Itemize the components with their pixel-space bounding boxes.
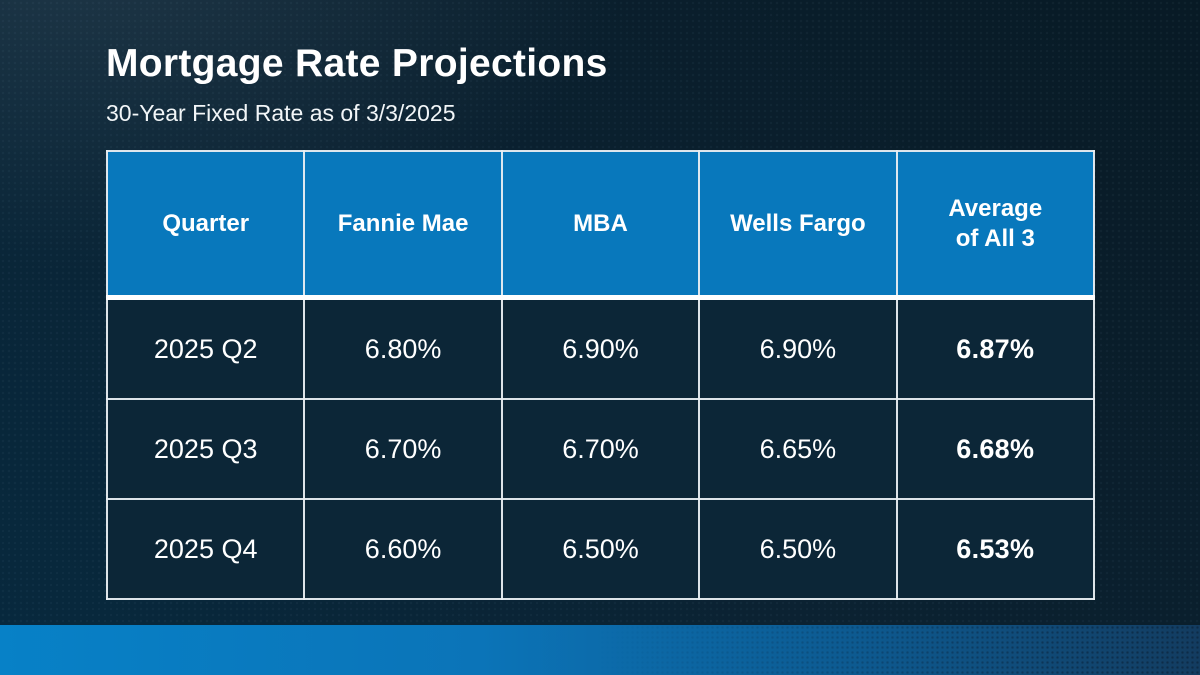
table-row-2025-q3: 2025 Q3 6.70% 6.70% 6.65% 6.68% — [105, 398, 1096, 500]
table-row-2025-q2: 2025 Q2 6.80% 6.90% 6.90% 6.87% — [105, 296, 1096, 400]
cell-wells-fargo: 6.65% — [698, 398, 898, 500]
header-cell-quarter: Quarter — [105, 150, 306, 300]
header-cell-wells-fargo: Wells Fargo — [698, 150, 898, 300]
cell-mba: 6.50% — [500, 498, 701, 600]
cell-quarter: 2025 Q3 — [105, 398, 306, 500]
accent-bar — [0, 625, 1200, 675]
mortgage-rates-table: Quarter Fannie Mae MBA Wells Fargo Avera… — [105, 150, 1096, 600]
header-cell-mba: MBA — [500, 150, 701, 300]
cell-mba: 6.90% — [500, 296, 701, 400]
cell-average: 6.68% — [895, 398, 1096, 500]
cell-wells-fargo: 6.90% — [698, 296, 898, 400]
cell-fannie-mae: 6.80% — [303, 296, 503, 400]
header-cell-average: Average of All 3 — [895, 150, 1096, 300]
cell-fannie-mae: 6.70% — [303, 398, 503, 500]
page-subtitle: 30-Year Fixed Rate as of 3/3/2025 — [106, 100, 456, 126]
cell-wells-fargo: 6.50% — [698, 498, 898, 600]
cell-average: 6.87% — [895, 296, 1096, 400]
cell-quarter: 2025 Q2 — [105, 296, 306, 400]
cell-fannie-mae: 6.60% — [303, 498, 503, 600]
cell-average: 6.53% — [895, 498, 1096, 600]
header-cell-fannie-mae: Fannie Mae — [303, 150, 503, 300]
page-title: Mortgage Rate Projections — [106, 42, 608, 85]
cell-mba: 6.70% — [500, 398, 701, 500]
table-row-2025-q4: 2025 Q4 6.60% 6.50% 6.50% 6.53% — [105, 498, 1096, 600]
cell-quarter: 2025 Q4 — [105, 498, 306, 600]
table-header-row: Quarter Fannie Mae MBA Wells Fargo Avera… — [105, 150, 1096, 300]
